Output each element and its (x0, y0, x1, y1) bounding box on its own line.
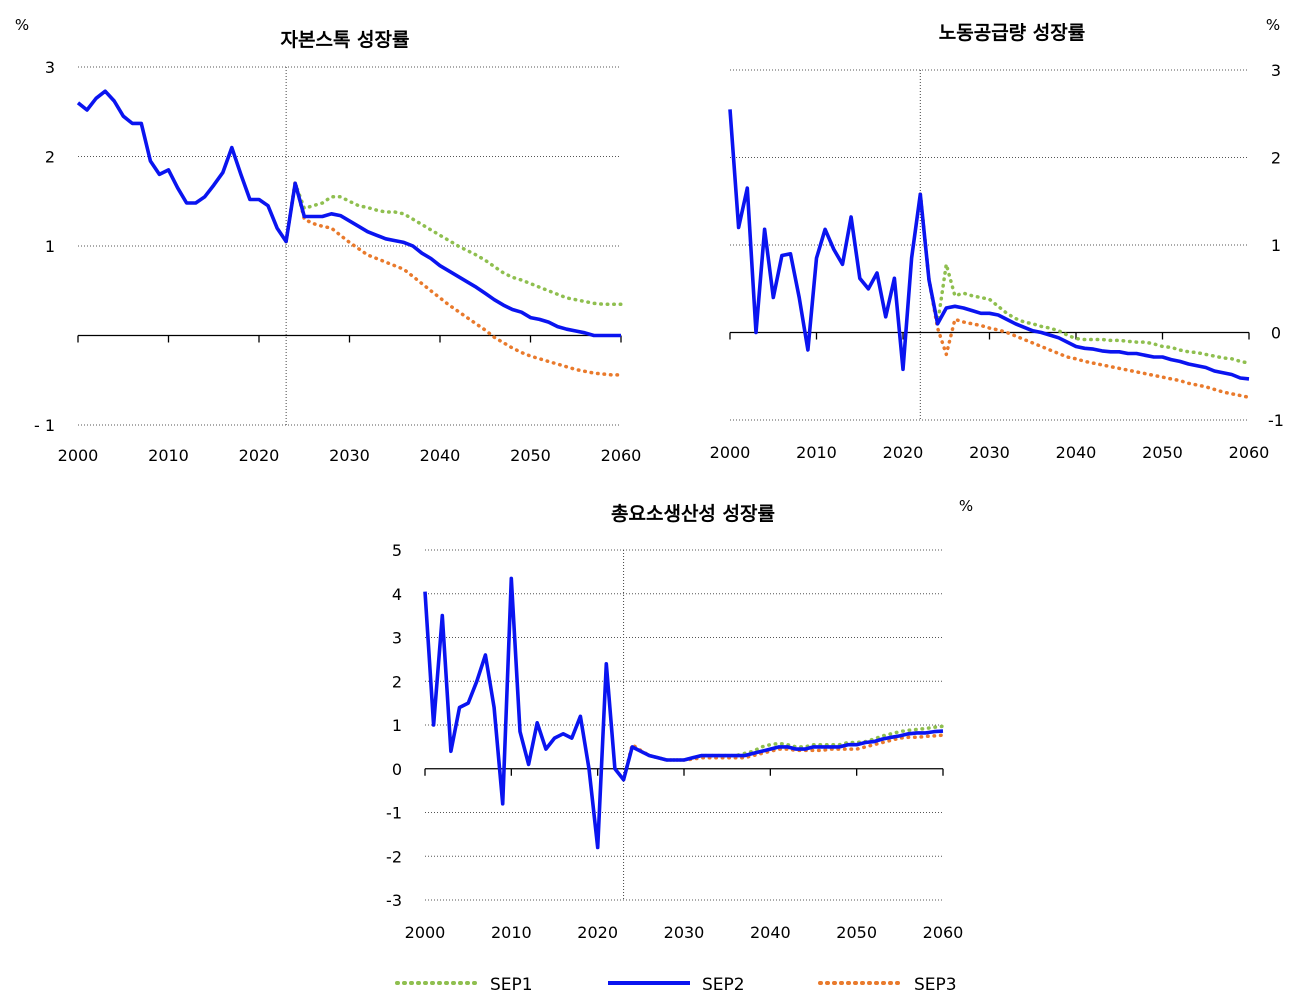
legend-label-sep1: SEP1 (490, 975, 533, 995)
x-tick-label: 2050 (1142, 443, 1183, 462)
y-tick-label: - 1 (34, 416, 55, 435)
capital-stock-growth-chart: 자본스톡 성장률 % 2000 2010 2020 2030 2040 2050 2060 3… (15, 16, 641, 465)
y-tick-label: 0 (392, 760, 402, 779)
chart-title: 노동공급량 성장률 (939, 22, 1085, 44)
x-tick-label: 2060 (601, 446, 642, 465)
y-tick-label: -1 (386, 804, 402, 823)
y-tick-label: -3 (386, 891, 402, 910)
y-tick-label: 3 (45, 58, 55, 77)
y-tick-label: 2 (392, 672, 402, 691)
x-tick-label: 2040 (750, 923, 791, 942)
series-line-sep3 (918, 192, 1251, 400)
series-line-sep3 (621, 733, 945, 782)
chart-title: 총요소생산성 성장률 (611, 503, 775, 525)
y-tick-label: 5 (392, 541, 402, 560)
y-tick-label: -1 (1268, 411, 1284, 430)
x-tick-label: 2050 (836, 923, 877, 942)
x-tick-label: 2000 (710, 443, 751, 462)
x-tick-label: 2000 (405, 923, 446, 942)
labor-supply-growth-chart: 노동공급량 성장률 % 2000 2010 2020 2030 2040 2050 2060… (710, 16, 1284, 462)
series-line-sep2 (728, 109, 1250, 381)
y-tick-label: 0 (1271, 324, 1281, 343)
x-tick-label: 2010 (148, 446, 189, 465)
y-tick-label: 1 (45, 237, 55, 256)
y-axis-unit: % (959, 497, 973, 515)
x-tick-label: 2010 (491, 923, 532, 942)
y-tick-label: 1 (1271, 236, 1281, 255)
x-tick-label: 2030 (329, 446, 370, 465)
y-tick-label: 1 (392, 716, 402, 735)
x-tick-label: 2020 (239, 446, 280, 465)
y-tick-label: 3 (1271, 61, 1281, 80)
x-tick-label: 2060 (1229, 443, 1270, 462)
y-tick-label: -2 (386, 847, 402, 866)
series-line-sep2 (423, 576, 944, 850)
series-line-sep2 (76, 89, 621, 338)
y-tick-label: 2 (45, 148, 55, 167)
legend-label-sep2: SEP2 (702, 975, 745, 995)
y-axis-unit: % (1266, 16, 1280, 34)
y-tick-label: 3 (392, 629, 402, 648)
y-axis-unit: % (15, 16, 29, 34)
y-tick-label: 4 (392, 585, 402, 604)
x-tick-label: 2010 (796, 443, 837, 462)
x-tick-label: 2020 (577, 923, 618, 942)
x-tick-label: 2060 (923, 923, 964, 942)
tfp-growth-chart: 총요소생산성 성장률 % 2000 2010 2020 2030 2040 2050 206… (386, 497, 973, 942)
chart-title: 자본스톡 성장률 (281, 29, 410, 51)
series-line-sep1 (284, 181, 623, 306)
series-line-sep1 (621, 724, 945, 782)
x-tick-label: 2040 (1056, 443, 1097, 462)
x-tick-label: 2030 (969, 443, 1010, 462)
x-tick-label: 2000 (58, 446, 99, 465)
x-tick-label: 2040 (420, 446, 461, 465)
x-tick-label: 2050 (510, 446, 551, 465)
series-line-sep1 (918, 192, 1251, 365)
legend-label-sep3: SEP3 (914, 975, 957, 995)
y-tick-label: 2 (1271, 149, 1281, 168)
x-tick-label: 2020 (883, 443, 924, 462)
legend: SEP1 SEP2 SEP3 (395, 975, 957, 995)
x-tick-label: 2030 (664, 923, 705, 942)
series-line-sep3 (284, 179, 623, 377)
